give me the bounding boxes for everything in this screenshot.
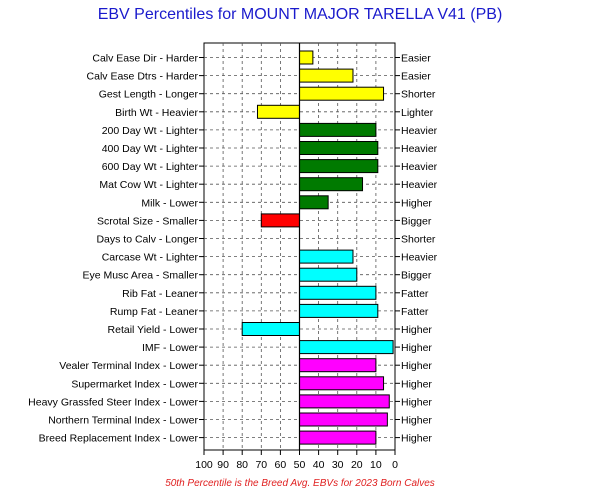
trait-label-right: Lighter <box>401 107 434 119</box>
x-tick-label: 60 <box>275 459 287 471</box>
trait-bar <box>299 195 329 210</box>
trait-label-left: Rib Fat - Leaner <box>122 288 198 300</box>
x-tick-label: 10 <box>370 459 382 471</box>
trait-bar <box>299 376 385 391</box>
trait-label-left: Days to Calv - Longer <box>96 234 198 246</box>
trait-label-right: Shorter <box>401 89 436 101</box>
x-tick-label: 40 <box>313 459 325 471</box>
x-tick-label: 0 <box>392 459 398 471</box>
trait-label-right: Heavier <box>401 179 438 191</box>
trait-bar <box>299 50 314 65</box>
trait-label-left: Rump Fat - Leaner <box>110 306 199 318</box>
trait-label-right: Heavier <box>401 143 438 155</box>
trait-label-left: Northern Terminal Index - Lower <box>48 415 198 427</box>
x-tick-label: 80 <box>236 459 248 471</box>
trait-label-right: Higher <box>401 415 432 427</box>
trait-label-left: Calv Ease Dtrs - Harder <box>87 71 199 83</box>
trait-bar <box>299 303 379 318</box>
left-labels: Calv Ease Dir - Harder Calv Ease Dtrs - H… <box>28 53 198 445</box>
x-tick-label: 50 <box>294 459 306 471</box>
trait-label-left: Gest Length - Longer <box>99 89 199 101</box>
trait-label-right: Higher <box>401 324 432 336</box>
x-tick-label: 70 <box>255 459 267 471</box>
trait-label-left: IMF - Lower <box>142 342 199 354</box>
trait-label-right: Heavier <box>401 252 438 264</box>
trait-bar <box>299 249 354 264</box>
x-tick-label: 100 <box>195 459 213 471</box>
trait-label-right: Easier <box>401 71 431 83</box>
trait-bar <box>299 159 379 174</box>
trait-label-right: Higher <box>401 433 432 445</box>
trait-label-right: Higher <box>401 360 432 372</box>
trait-label-left: Birth Wt - Heavier <box>115 107 198 119</box>
trait-label-left: Milk - Lower <box>141 197 198 209</box>
trait-label-left: Scrotal Size - Smaller <box>97 215 198 227</box>
trait-bar <box>260 213 300 228</box>
trait-label-left: 600 Day Wt - Lighter <box>102 161 199 173</box>
chart-title: EBV Percentiles for MOUNT MAJOR TARELLA … <box>97 6 503 23</box>
trait-label-right: Fatter <box>401 288 429 300</box>
trait-label-left: 400 Day Wt - Lighter <box>102 143 199 155</box>
trait-bar <box>299 412 388 427</box>
bars <box>241 50 394 445</box>
trait-label-left: Breed Replacement Index - Lower <box>39 433 199 445</box>
trait-bar <box>241 322 300 336</box>
footnote: 50th Percentile is the Breed Avg. EBVs f… <box>165 478 435 489</box>
trait-bar <box>299 340 394 355</box>
trait-label-right: Higher <box>401 378 432 390</box>
trait-label-left: Calv Ease Dir - Harder <box>92 53 198 65</box>
trait-label-right: Heavier <box>401 125 438 137</box>
x-tick-label: 30 <box>332 459 344 471</box>
x-tick-label: 90 <box>217 459 229 471</box>
trait-label-left: Eye Musc Area - Smaller <box>82 270 198 282</box>
trait-bar <box>299 68 354 83</box>
trait-bar <box>256 104 301 119</box>
trait-label-right: Higher <box>401 396 432 408</box>
trait-label-right: Higher <box>401 197 432 209</box>
trait-label-left: Carcase Wt - Lighter <box>102 252 199 264</box>
trait-bar <box>299 285 377 300</box>
trait-label-right: Bigger <box>401 270 432 282</box>
trait-label-left: 200 Day Wt - Lighter <box>102 125 199 137</box>
trait-label-left: Supermarket Index - Lower <box>71 378 198 390</box>
trait-label-left: Mat Cow Wt - Lighter <box>99 179 198 191</box>
trait-label-right: Easier <box>401 53 431 65</box>
trait-bar <box>299 86 385 101</box>
trait-label-right: Higher <box>401 342 432 354</box>
trait-bar <box>299 177 364 192</box>
trait-label-right: Shorter <box>401 234 436 246</box>
trait-bar <box>299 430 377 445</box>
trait-label-left: Vealer Terminal Index - Lower <box>59 360 198 372</box>
trait-bar <box>299 394 390 409</box>
trait-label-right: Heavier <box>401 161 438 173</box>
trait-bar <box>299 122 377 137</box>
x-tick-label: 20 <box>351 459 363 471</box>
trait-bar <box>299 358 377 373</box>
x-axis-ticks: 100 90 80 70 60 50 40 30 20 10 0 <box>195 450 398 471</box>
trait-bar <box>299 141 379 155</box>
trait-label-right: Bigger <box>401 215 432 227</box>
trait-label-left: Heavy Grassfed Steer Index - Lower <box>28 396 198 408</box>
trait-label-left: Retail Yield - Lower <box>108 324 199 336</box>
trait-label-right: Fatter <box>401 306 429 318</box>
right-labels: Easier Easier Shorter Lighter Heavier Heavier… <box>401 53 438 445</box>
trait-bar <box>299 267 358 282</box>
